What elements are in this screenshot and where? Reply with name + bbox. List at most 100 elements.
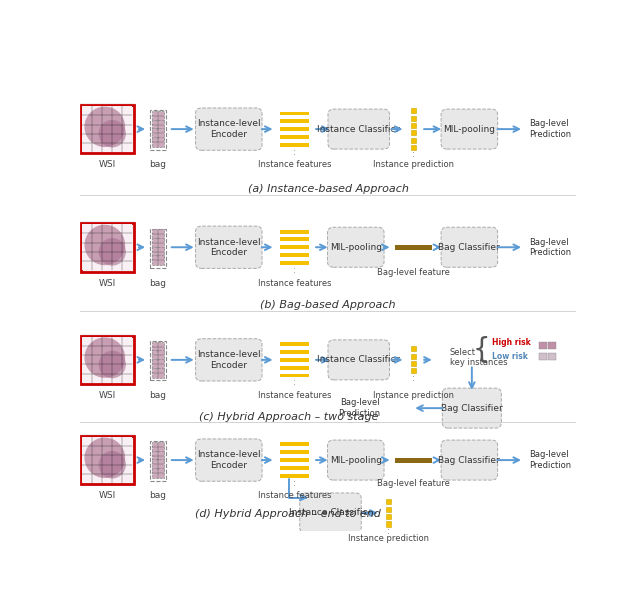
Bar	[83, 106, 132, 152]
Text: :: :	[387, 527, 390, 536]
Bar	[280, 450, 308, 454]
Bar	[150, 441, 166, 481]
Bar	[152, 368, 164, 378]
Bar	[81, 223, 134, 272]
Text: Low risk: Low risk	[492, 352, 527, 361]
Text: WSI: WSI	[99, 391, 116, 400]
FancyBboxPatch shape	[196, 226, 262, 269]
Bar	[79, 221, 135, 273]
Bar	[411, 108, 416, 113]
Bar	[411, 353, 416, 359]
Text: Bag-level
Prediction: Bag-level Prediction	[529, 238, 571, 257]
FancyBboxPatch shape	[328, 227, 384, 267]
FancyBboxPatch shape	[196, 338, 262, 381]
Text: Bag Classifier: Bag Classifier	[438, 243, 500, 252]
Bar	[411, 123, 416, 128]
Bar	[548, 342, 556, 349]
Text: :: :	[293, 147, 296, 156]
Text: Instance Classifier: Instance Classifier	[317, 125, 400, 134]
Bar	[152, 359, 164, 370]
Bar	[411, 130, 416, 136]
Bar	[386, 499, 391, 504]
Bar	[280, 458, 308, 462]
Text: bag: bag	[149, 491, 166, 500]
FancyBboxPatch shape	[328, 109, 390, 149]
Bar	[411, 361, 416, 366]
Text: Instance prediction: Instance prediction	[348, 534, 429, 543]
Bar	[152, 451, 164, 461]
Text: WSI: WSI	[99, 279, 116, 288]
Text: High risk: High risk	[492, 338, 531, 347]
Text: Instance-level
Encoder: Instance-level Encoder	[197, 450, 260, 470]
Bar	[539, 342, 547, 349]
Text: WSI: WSI	[99, 161, 116, 170]
Bar	[280, 466, 308, 470]
Bar	[280, 253, 308, 257]
Bar	[395, 457, 432, 463]
Text: :: :	[293, 479, 296, 488]
Ellipse shape	[84, 438, 125, 478]
Bar	[280, 350, 308, 354]
Text: :: :	[412, 374, 415, 383]
Text: WSI: WSI	[99, 491, 116, 500]
Bar	[81, 104, 134, 153]
Bar	[152, 128, 164, 139]
Bar	[411, 145, 416, 150]
Ellipse shape	[99, 238, 126, 266]
Bar	[150, 229, 166, 267]
Bar	[280, 112, 308, 115]
Bar	[152, 247, 164, 257]
Text: Bag-level
Prediction: Bag-level Prediction	[338, 398, 380, 418]
Bar	[280, 261, 308, 265]
Bar	[280, 143, 308, 147]
Text: (a) Instance-based Approach: (a) Instance-based Approach	[248, 184, 408, 194]
FancyBboxPatch shape	[328, 340, 390, 380]
Bar	[280, 127, 308, 131]
Bar	[81, 336, 134, 384]
Text: Bag-level
Prediction: Bag-level Prediction	[529, 450, 571, 470]
Bar	[83, 224, 132, 270]
Bar	[81, 436, 134, 484]
Text: Instance features: Instance features	[257, 391, 331, 400]
Bar	[280, 230, 308, 233]
Text: :: :	[412, 150, 415, 159]
Text: :: :	[293, 378, 296, 387]
Bar	[280, 245, 308, 249]
Bar	[280, 342, 308, 346]
Text: {: {	[473, 336, 491, 364]
Bar	[280, 474, 308, 478]
Text: Instance-level
Encoder: Instance-level Encoder	[197, 238, 260, 257]
Bar	[79, 435, 135, 486]
Ellipse shape	[99, 350, 126, 378]
Bar	[395, 245, 432, 250]
Text: (d) Hybrid Approach – end to end: (d) Hybrid Approach – end to end	[195, 509, 381, 519]
Text: Bag-level
Prediction: Bag-level Prediction	[529, 119, 571, 139]
Bar	[152, 238, 164, 248]
Bar	[280, 358, 308, 362]
Bar	[386, 514, 391, 519]
Bar	[79, 103, 135, 155]
Ellipse shape	[99, 120, 126, 147]
Text: Instance Classifier: Instance Classifier	[317, 355, 400, 364]
Text: Instance Classifier: Instance Classifier	[289, 509, 372, 518]
Bar	[150, 110, 166, 150]
Text: Instance prediction: Instance prediction	[373, 391, 454, 400]
FancyBboxPatch shape	[441, 227, 498, 267]
Bar	[386, 521, 391, 527]
FancyBboxPatch shape	[196, 108, 262, 150]
Bar	[152, 111, 164, 121]
Bar	[539, 353, 547, 361]
Bar	[150, 341, 166, 380]
Bar	[280, 374, 308, 377]
FancyBboxPatch shape	[328, 440, 384, 480]
Ellipse shape	[99, 451, 126, 478]
Ellipse shape	[84, 337, 125, 378]
Bar	[280, 119, 308, 123]
Bar	[83, 337, 132, 383]
Bar	[152, 442, 164, 452]
Text: Bag-level feature: Bag-level feature	[377, 479, 450, 488]
Bar	[411, 368, 416, 374]
Bar	[152, 119, 164, 130]
Text: Instance prediction: Instance prediction	[373, 161, 454, 170]
Bar	[386, 507, 391, 512]
